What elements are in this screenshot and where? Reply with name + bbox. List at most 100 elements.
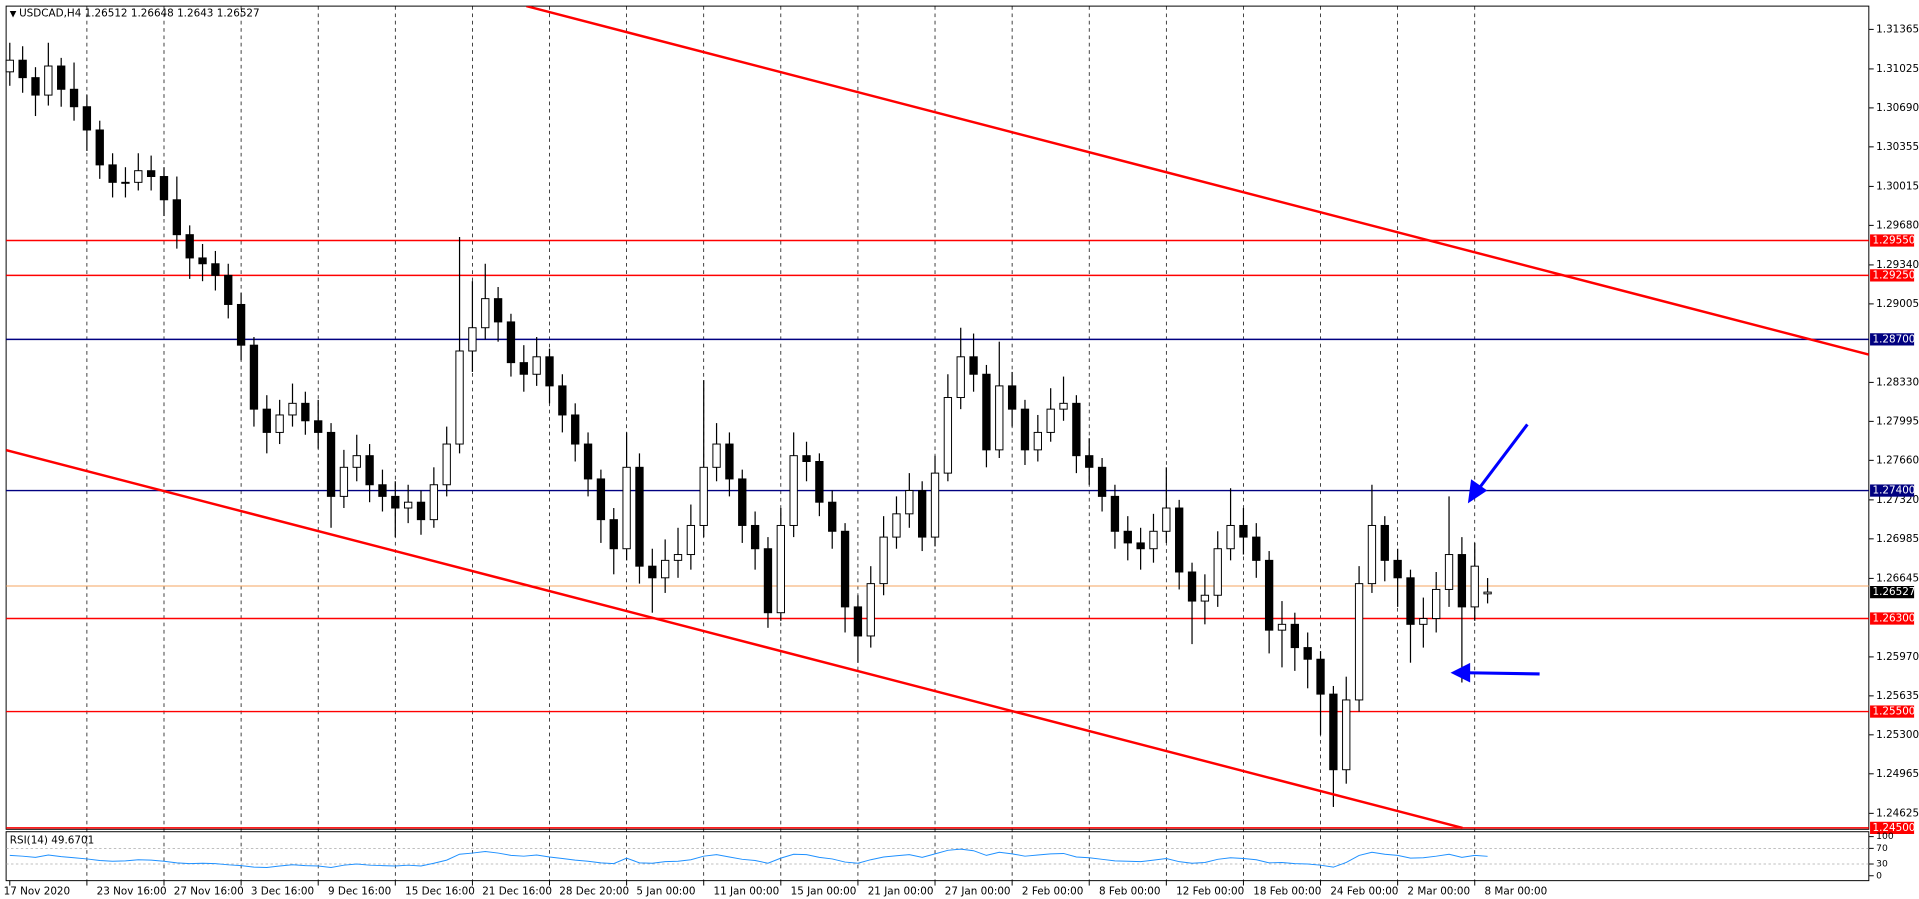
y-tick-label: 1.30015 — [1876, 180, 1919, 192]
candle-body — [1123, 530, 1132, 544]
candle-body — [532, 356, 541, 375]
y-tick-label: 1.25635 — [1876, 690, 1919, 702]
x-tick-label: 28 Dec 20:00 — [559, 886, 629, 898]
arrows — [1450, 423, 1540, 683]
candle-body — [82, 106, 92, 131]
x-tick-label: 8 Feb 00:00 — [1099, 886, 1160, 898]
level-label: 1.29550 — [1872, 234, 1915, 246]
candle-body — [596, 478, 606, 521]
y-tick-label: 1.28330 — [1876, 376, 1919, 388]
candle-body — [763, 548, 773, 614]
rsi — [6, 847, 1869, 869]
y-tick-label: 1.31365 — [1876, 23, 1919, 35]
arrow-head — [1467, 479, 1488, 504]
candle-body — [1175, 507, 1184, 573]
candle-body — [18, 59, 27, 79]
candle-body — [1329, 693, 1338, 771]
rsi-tick-label: 30 — [1876, 859, 1888, 870]
candle-body — [1033, 431, 1042, 451]
candle-body — [1097, 466, 1107, 497]
candle-body — [789, 455, 798, 526]
candle-body — [699, 466, 708, 526]
x-tick-label: 11 Jan 00:00 — [714, 886, 780, 898]
candle-body — [365, 455, 374, 486]
candle-body — [828, 501, 837, 532]
candle-body — [326, 431, 336, 497]
candle-body — [416, 501, 426, 521]
candle-body — [339, 466, 349, 497]
x-tick-label: 2 Mar 00:00 — [1407, 886, 1470, 898]
rsi-tick-label: 0 — [1876, 870, 1882, 881]
candle-body — [1393, 559, 1402, 579]
level-label-bg — [1870, 484, 1915, 497]
y-tick-label: 1.29005 — [1876, 298, 1919, 310]
price-label-bg — [1870, 585, 1915, 599]
candle-body — [635, 466, 644, 567]
candle-body — [224, 274, 233, 305]
y-tick-label: 1.30355 — [1876, 141, 1919, 153]
candle-body — [275, 414, 284, 433]
candle-body — [506, 321, 516, 364]
x-tick-label: 24 Feb 00:00 — [1330, 886, 1398, 898]
candle-body — [172, 199, 182, 236]
rsi-pane — [5, 831, 1870, 882]
candle-body — [1085, 455, 1094, 468]
candle-body — [481, 298, 490, 329]
candle-body — [956, 356, 965, 399]
candle-body — [236, 303, 246, 346]
y-tick-label: 1.25300 — [1876, 729, 1919, 741]
candle-body — [583, 443, 593, 480]
arrow-head — [1450, 662, 1471, 683]
candle-body — [1264, 559, 1274, 631]
candle-body — [1226, 524, 1235, 550]
main-pane — [5, 5, 1870, 830]
candle-body — [1406, 577, 1415, 625]
candle-body — [301, 402, 310, 422]
level-label-bg — [1870, 333, 1915, 346]
candle-body — [648, 565, 657, 579]
rsi-header: RSI(14) 49.6701 — [10, 834, 94, 846]
candle-body — [1059, 402, 1068, 410]
candle-body — [571, 414, 580, 445]
x-tick-label: 18 Feb 00:00 — [1253, 886, 1321, 898]
candle-body — [1136, 542, 1145, 550]
x-tick-label: 3 Dec 16:00 — [251, 886, 314, 898]
level-label: 1.28700 — [1872, 333, 1915, 345]
candle-body — [121, 181, 130, 184]
level-label-bg — [1870, 234, 1915, 247]
y-tick-label: 1.31025 — [1876, 63, 1919, 75]
y-tick-label: 1.30690 — [1876, 102, 1919, 114]
x-tick-label: 12 Feb 00:00 — [1176, 886, 1244, 898]
y-tick-label: 1.26645 — [1876, 572, 1919, 584]
arrow-shaft — [1477, 423, 1529, 491]
x-tick-label: 15 Dec 16:00 — [405, 886, 475, 898]
close-value: 1.26527 — [217, 7, 260, 19]
candle-body — [44, 65, 53, 96]
candle-body — [134, 170, 143, 183]
candle-body — [1072, 402, 1081, 457]
candle-body — [1303, 647, 1312, 660]
x-tick-label: 21 Jan 00:00 — [868, 886, 934, 898]
candle-body — [159, 176, 169, 201]
y-tick-label: 1.25970 — [1876, 651, 1919, 663]
candle-body — [1444, 554, 1454, 590]
candle-body — [673, 554, 683, 561]
candle-body — [1020, 408, 1030, 451]
candle-body — [661, 559, 670, 579]
candle-body — [930, 472, 940, 538]
candle-body — [95, 129, 104, 166]
x-tick-label: 17 Nov 2020 — [4, 886, 70, 898]
candle-body — [211, 263, 220, 276]
x-tick-label: 27 Jan 00:00 — [945, 886, 1011, 898]
candles — [5, 42, 1492, 807]
level-label: 1.26300 — [1872, 613, 1915, 625]
candle-body — [391, 495, 400, 509]
candle-body — [1007, 385, 1017, 410]
level-label-bg — [1870, 612, 1915, 625]
candle-body — [686, 524, 696, 556]
candle-body — [1380, 524, 1389, 561]
price-label: 1.26527 — [1872, 586, 1915, 598]
y-tick-label: 1.26985 — [1876, 533, 1919, 545]
candle-body — [969, 356, 978, 375]
candle-body — [1046, 408, 1055, 433]
